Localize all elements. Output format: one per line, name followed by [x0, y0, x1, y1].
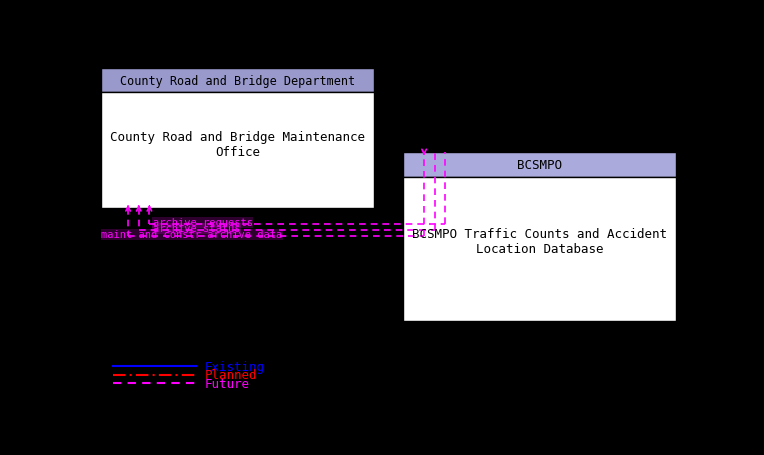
- Text: County Road and Bridge Maintenance
Office: County Road and Bridge Maintenance Offic…: [110, 131, 365, 159]
- Bar: [403, 177, 676, 321]
- Text: BCSMPO Traffic Counts and Accident
Location Database: BCSMPO Traffic Counts and Accident Locat…: [412, 228, 667, 256]
- Text: County Road and Bridge Department: County Road and Bridge Department: [120, 74, 355, 87]
- Text: archive requests: archive requests: [153, 218, 253, 228]
- Text: maint and constr archive data: maint and constr archive data: [102, 230, 283, 240]
- Text: archive status: archive status: [153, 224, 241, 234]
- Text: Planned: Planned: [205, 369, 257, 382]
- Text: BCSMPO: BCSMPO: [517, 158, 562, 172]
- Text: Existing: Existing: [205, 360, 265, 373]
- Bar: [102, 69, 374, 93]
- Bar: [403, 153, 676, 177]
- Text: Future: Future: [205, 377, 250, 390]
- Bar: [102, 93, 374, 209]
